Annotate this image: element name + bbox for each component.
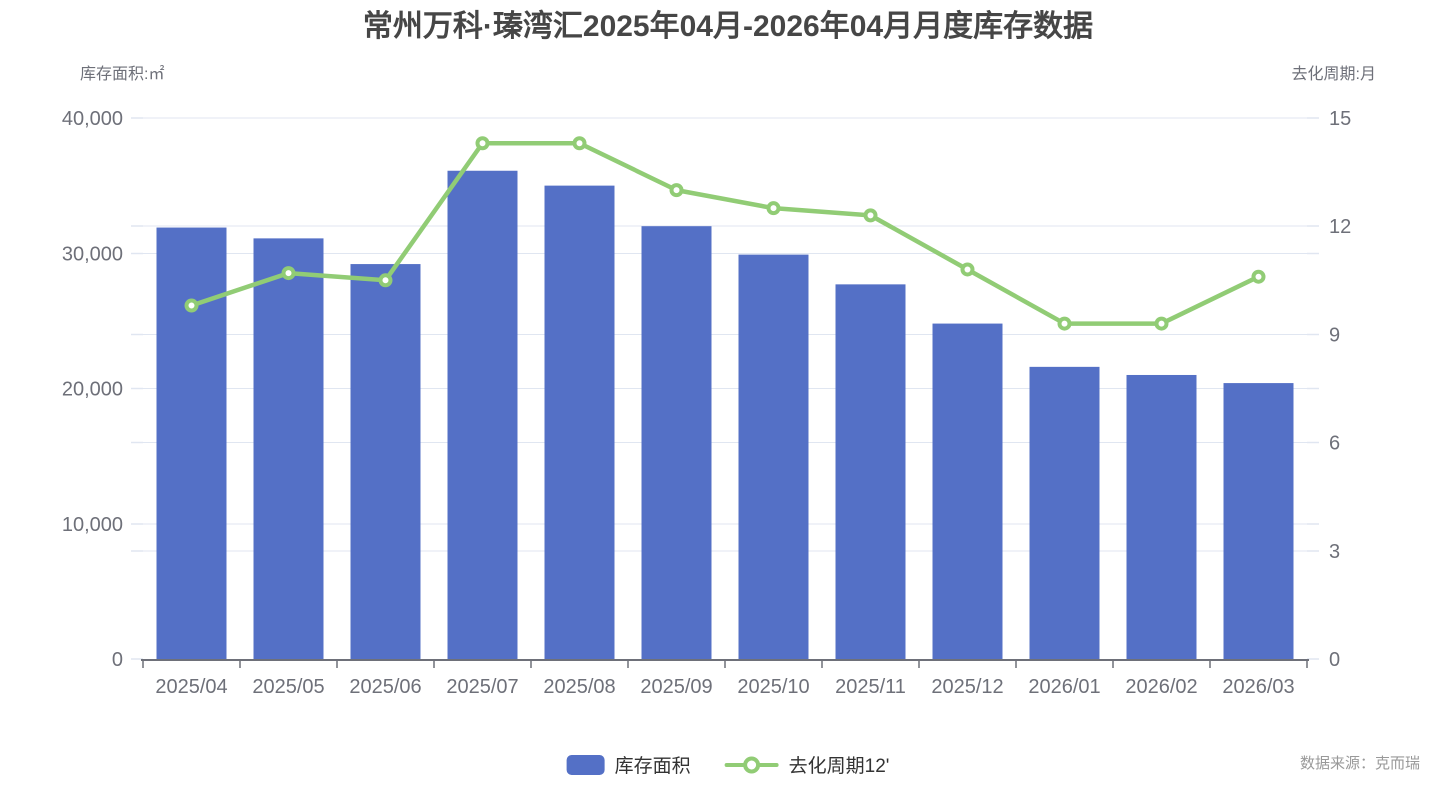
line-point-2025/04[interactable] <box>184 298 199 313</box>
x-axis-label-2025/07: 2025/07 <box>446 676 518 698</box>
right-axis-tick-label: 15 <box>1329 108 1351 130</box>
x-axis-label-2025/06: 2025/06 <box>349 676 421 698</box>
legend-item-destock-cycle[interactable]: 去化周期12' <box>724 751 890 778</box>
x-axis-label-2026/01: 2026/01 <box>1028 676 1100 698</box>
left-axis-tick-label: 10,000 <box>62 514 123 536</box>
chart-title: 常州万科·瑧湾汇2025年04月-2026年04月月度库存数据 <box>362 10 1094 43</box>
data-source-note: 数据来源：克而瑞 <box>1299 755 1420 772</box>
right-axis-tick-label: 0 <box>1329 649 1340 671</box>
legend-item-inventory-area[interactable]: 库存面积 <box>566 751 691 778</box>
left-axis-tick-label: 30,000 <box>62 243 123 265</box>
line-point-2025/06[interactable] <box>378 273 393 288</box>
x-axis-label-2025/11: 2025/11 <box>835 676 906 698</box>
line-point-2025/09[interactable] <box>669 183 684 198</box>
left-axis-tick-label: 40,000 <box>62 108 123 130</box>
line-point-2026/03[interactable] <box>1251 269 1266 284</box>
left-axis-tick-label: 20,000 <box>62 379 123 401</box>
line-series-swatch-icon <box>724 755 779 775</box>
destock-cycle-line <box>189 140 1261 326</box>
bar-2025/04[interactable] <box>156 227 227 660</box>
right-axis-tick-label: 6 <box>1329 433 1340 455</box>
right-axis-name: 去化周期:月 <box>1291 66 1376 83</box>
bar-2026/03[interactable] <box>1223 383 1294 659</box>
right-axis-tick-label: 12 <box>1329 216 1351 238</box>
bar-series-swatch-icon <box>566 754 605 775</box>
bar-2025/12[interactable] <box>932 323 1003 659</box>
line-point-2025/10[interactable] <box>766 201 781 216</box>
bar-2025/08[interactable] <box>544 185 615 659</box>
legend-label-inventory-area: 库存面积 <box>614 756 691 777</box>
line-point-2026/01[interactable] <box>1057 316 1072 331</box>
right-axis-tick-label: 3 <box>1329 541 1340 563</box>
line-point-2025/07[interactable] <box>475 136 490 151</box>
bar-2026/02[interactable] <box>1126 374 1197 659</box>
left-axis-name: 库存面积:㎡ <box>80 66 165 83</box>
x-axis-label-2026/03: 2026/03 <box>1222 676 1294 698</box>
x-axis-label-2026/02: 2026/02 <box>1125 676 1197 698</box>
bar-2025/07[interactable] <box>447 170 518 659</box>
x-axis-label-2025/08: 2025/08 <box>543 676 615 698</box>
chart-legend: 库存面积 去化周期12' <box>566 751 890 778</box>
x-axis-label-2025/04: 2025/04 <box>155 676 227 698</box>
line-point-2025/05[interactable] <box>281 266 296 281</box>
right-axis-tick-label: 9 <box>1329 324 1340 346</box>
x-axis-label-2025/09: 2025/09 <box>640 676 712 698</box>
x-axis-label-2025/12: 2025/12 <box>931 676 1003 698</box>
bar-2026/01[interactable] <box>1029 366 1100 659</box>
bar-2025/05[interactable] <box>253 238 324 659</box>
bar-2025/09[interactable] <box>641 226 712 659</box>
line-point-2025/12[interactable] <box>960 262 975 277</box>
legend-label-destock-cycle: 去化周期12' <box>788 756 890 777</box>
line-point-2026/02[interactable] <box>1154 316 1169 331</box>
line-point-2025/11[interactable] <box>863 208 878 223</box>
bar-2025/06[interactable] <box>350 264 421 659</box>
left-axis-tick-label: 0 <box>112 649 123 671</box>
bar-2025/10[interactable] <box>738 254 809 660</box>
bar-2025/11[interactable] <box>835 284 906 659</box>
x-axis-label-2025/05: 2025/05 <box>252 676 324 698</box>
line-point-2025/08[interactable] <box>572 136 587 151</box>
x-axis-label-2025/10: 2025/10 <box>737 676 809 698</box>
